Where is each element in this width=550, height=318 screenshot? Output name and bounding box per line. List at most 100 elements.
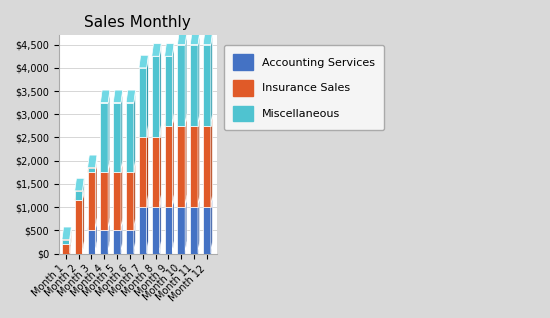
Polygon shape <box>70 232 72 253</box>
Polygon shape <box>126 103 134 172</box>
Polygon shape <box>172 44 174 126</box>
Polygon shape <box>152 125 161 137</box>
Polygon shape <box>203 45 211 126</box>
Polygon shape <box>139 207 147 253</box>
Polygon shape <box>62 227 72 239</box>
Polygon shape <box>160 195 161 253</box>
Polygon shape <box>164 113 174 126</box>
Polygon shape <box>75 191 82 200</box>
Polygon shape <box>134 218 135 253</box>
Polygon shape <box>139 137 147 207</box>
Polygon shape <box>152 137 160 207</box>
Polygon shape <box>126 172 134 230</box>
Polygon shape <box>101 103 108 172</box>
Polygon shape <box>211 195 212 253</box>
Polygon shape <box>113 160 123 172</box>
Polygon shape <box>190 32 200 45</box>
Polygon shape <box>87 168 95 172</box>
Polygon shape <box>75 178 84 191</box>
Polygon shape <box>203 126 211 207</box>
Polygon shape <box>139 125 148 137</box>
Polygon shape <box>126 230 134 253</box>
Polygon shape <box>62 239 70 244</box>
Polygon shape <box>134 160 135 230</box>
Polygon shape <box>178 113 187 126</box>
Polygon shape <box>70 227 72 244</box>
Polygon shape <box>139 195 148 207</box>
Polygon shape <box>126 90 135 103</box>
Polygon shape <box>113 172 121 230</box>
Polygon shape <box>172 113 174 207</box>
Polygon shape <box>101 218 110 230</box>
Polygon shape <box>203 113 212 126</box>
Polygon shape <box>95 155 97 172</box>
Polygon shape <box>190 207 198 253</box>
Polygon shape <box>113 90 123 103</box>
Polygon shape <box>87 172 95 230</box>
Polygon shape <box>172 195 174 253</box>
Polygon shape <box>190 195 200 207</box>
Polygon shape <box>152 195 161 207</box>
Polygon shape <box>108 160 110 230</box>
Legend: Accounting Services, Insurance Sales, Miscellaneous: Accounting Services, Insurance Sales, Mi… <box>224 45 384 130</box>
Polygon shape <box>178 195 187 207</box>
Polygon shape <box>160 125 161 207</box>
Polygon shape <box>62 232 72 244</box>
Polygon shape <box>95 218 97 253</box>
Polygon shape <box>101 172 108 230</box>
Polygon shape <box>203 207 211 253</box>
Polygon shape <box>82 188 84 253</box>
Polygon shape <box>147 55 148 137</box>
Polygon shape <box>82 178 84 200</box>
Polygon shape <box>121 218 123 253</box>
Polygon shape <box>152 207 160 253</box>
Polygon shape <box>113 230 121 253</box>
Polygon shape <box>178 45 185 126</box>
Polygon shape <box>185 113 187 207</box>
Polygon shape <box>164 44 174 56</box>
Polygon shape <box>211 113 212 207</box>
Polygon shape <box>147 195 148 253</box>
Polygon shape <box>178 126 185 207</box>
Polygon shape <box>211 32 212 126</box>
Polygon shape <box>160 44 161 137</box>
Polygon shape <box>164 126 172 207</box>
Polygon shape <box>101 90 110 103</box>
Polygon shape <box>185 195 187 253</box>
Polygon shape <box>87 155 97 168</box>
Polygon shape <box>126 160 135 172</box>
Polygon shape <box>101 160 110 172</box>
Polygon shape <box>108 218 110 253</box>
Polygon shape <box>134 90 135 172</box>
Polygon shape <box>87 160 97 172</box>
Polygon shape <box>190 45 198 126</box>
Title: Sales Monthly: Sales Monthly <box>85 15 191 30</box>
Polygon shape <box>152 56 160 137</box>
Polygon shape <box>198 195 200 253</box>
Polygon shape <box>108 90 110 172</box>
Polygon shape <box>203 195 212 207</box>
Polygon shape <box>178 32 187 45</box>
Polygon shape <box>113 103 121 172</box>
Polygon shape <box>190 113 200 126</box>
Polygon shape <box>190 126 198 207</box>
Polygon shape <box>203 32 212 45</box>
Polygon shape <box>198 113 200 207</box>
Polygon shape <box>87 230 95 253</box>
Polygon shape <box>95 160 97 230</box>
Polygon shape <box>62 244 70 253</box>
Polygon shape <box>75 188 84 200</box>
Polygon shape <box>164 195 174 207</box>
Polygon shape <box>101 230 108 253</box>
Polygon shape <box>87 218 97 230</box>
Polygon shape <box>75 200 82 253</box>
Polygon shape <box>139 55 148 68</box>
Polygon shape <box>198 32 200 126</box>
Polygon shape <box>126 218 135 230</box>
Polygon shape <box>147 125 148 207</box>
Polygon shape <box>164 207 172 253</box>
Polygon shape <box>121 90 123 172</box>
Polygon shape <box>113 218 123 230</box>
Polygon shape <box>152 44 161 56</box>
Polygon shape <box>139 68 147 137</box>
